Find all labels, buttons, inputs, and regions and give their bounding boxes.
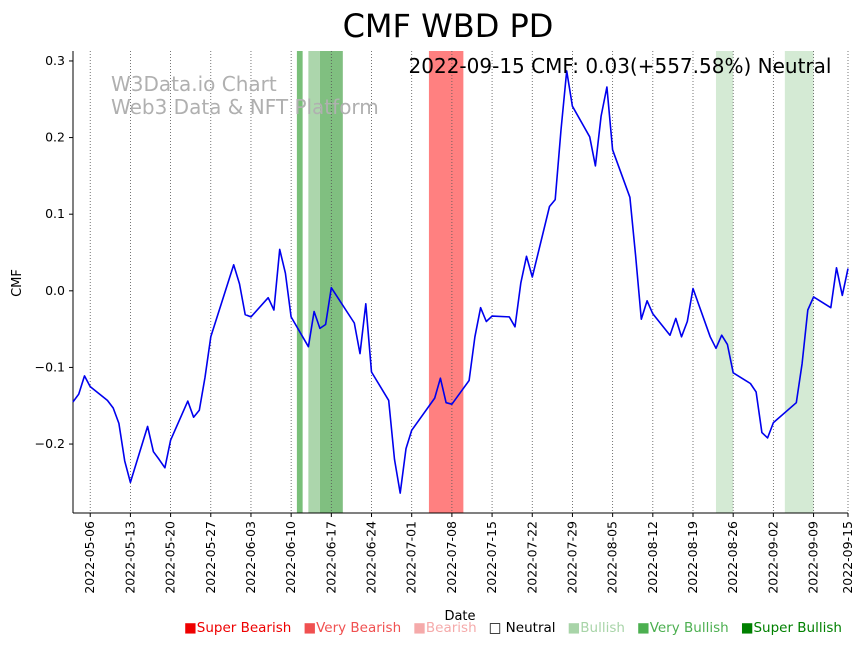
signal-span [308, 51, 320, 513]
y-axis-label: CMF [10, 269, 25, 297]
signal-span [784, 51, 814, 513]
y-tick-label: 0.3 [45, 53, 65, 68]
x-tick-label: 2022-06-17 [323, 521, 338, 594]
legend-item: ■Super Bullish [740, 620, 842, 636]
x-tick-label: 2022-06-03 [243, 521, 258, 594]
x-tick-label: 2022-05-20 [163, 521, 178, 594]
legend-item: ■Bearish [413, 620, 477, 636]
x-tick-label: 2022-08-26 [725, 521, 740, 594]
x-tick-label: 2022-09-15 [840, 521, 855, 594]
signal-span [715, 51, 734, 513]
legend-item: ■Super Bearish [184, 620, 292, 636]
y-tick-label: −0.1 [35, 359, 65, 374]
signal-span [428, 51, 464, 513]
x-tick-label: 2022-07-08 [444, 521, 459, 594]
watermark-line-1: W3Data.io Chart [111, 72, 277, 96]
x-tick-label: 2022-07-29 [564, 521, 579, 594]
x-tick-label: 2022-09-02 [765, 521, 780, 594]
y-tick-label: 0.0 [45, 283, 65, 298]
x-tick-label: 2022-07-01 [404, 521, 419, 594]
legend: ■Super Bearish ■Very Bearish ■Bearish □ Neu… [184, 620, 854, 638]
y-tick-label: 0.2 [45, 130, 65, 145]
x-tick-label: 2022-08-12 [645, 521, 660, 594]
x-tick-label: 2022-05-27 [203, 521, 218, 594]
series-line-cmf [72, 70, 849, 494]
x-tick-label: 2022-07-15 [484, 521, 499, 594]
watermark-line-2: Web3 Data & NFT Platform [111, 95, 379, 119]
x-tick-label: 2022-09-09 [806, 521, 821, 594]
legend-item: ■Very Bullish [636, 620, 729, 636]
signal-span [296, 51, 303, 513]
y-tick-label: −0.2 [35, 436, 65, 451]
legend-item: □ Neutral [488, 620, 556, 636]
legend-item: ■Bullish [567, 620, 625, 636]
chart-title: CMF WBD PD [343, 7, 554, 45]
x-tick-label: 2022-05-13 [122, 521, 137, 594]
x-tick-label: 2022-08-19 [685, 521, 700, 594]
latest-value-annotation: 2022-09-15 CMF: 0.03(+557.58%) Neutral [409, 54, 832, 78]
x-tick-label: 2022-05-06 [82, 521, 97, 594]
x-tick-label: 2022-06-10 [283, 521, 298, 594]
legend-item: ■Very Bearish [303, 620, 402, 636]
x-tick-label: 2022-08-05 [605, 521, 620, 594]
x-tick-label: 2022-06-24 [364, 521, 379, 594]
x-axis-label: Date [444, 609, 475, 624]
y-tick-label: 0.1 [45, 206, 65, 221]
x-tick-label: 2022-07-22 [524, 521, 539, 594]
